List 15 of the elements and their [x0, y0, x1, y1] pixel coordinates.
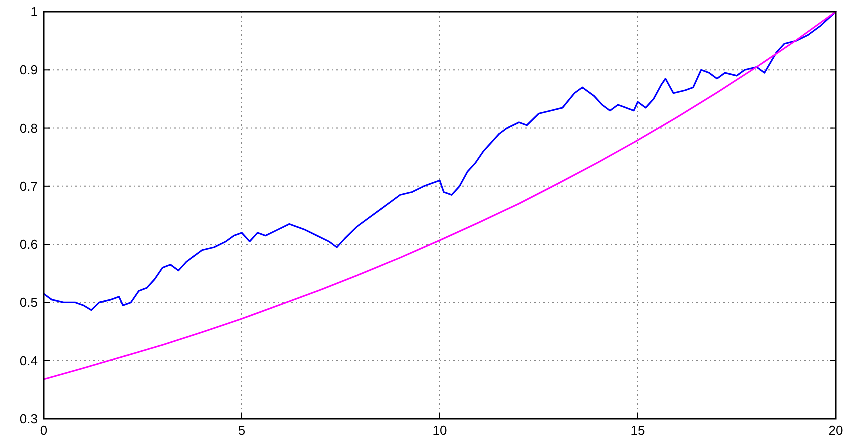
- x-tick-label: 15: [630, 423, 646, 438]
- y-tick-label: 0.3: [20, 412, 38, 426]
- y-tick-label: 0.7: [20, 178, 38, 194]
- y-tick-label: 0.5: [20, 295, 38, 310]
- x-tick-label: 5: [238, 423, 246, 438]
- x-tick-label: 0: [40, 423, 48, 438]
- y-tick-label: 0.4: [20, 353, 38, 368]
- line-series: [43, 11, 837, 380]
- line-series: [43, 11, 837, 312]
- y-tick-label: 1: [30, 4, 38, 20]
- y-tick-label: 0.8: [20, 120, 38, 136]
- x-tick-label: 20: [828, 423, 844, 438]
- y-tick-label: 0.6: [20, 237, 38, 252]
- y-tick-label: 0.9: [20, 62, 38, 78]
- x-tick-label: 10: [432, 423, 448, 438]
